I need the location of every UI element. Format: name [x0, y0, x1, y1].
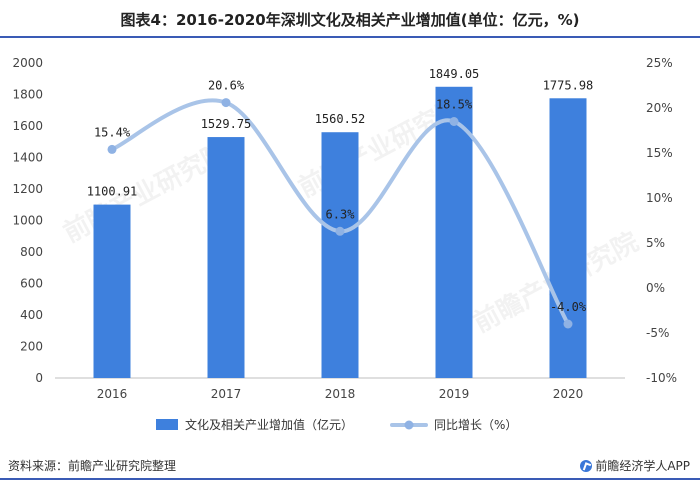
y-left-tick-label: 1800 — [12, 88, 43, 102]
x-tick-label: 2019 — [439, 387, 470, 401]
legend-swatch-marker — [404, 420, 414, 430]
line-data-label: 6.3% — [326, 207, 356, 221]
bar — [321, 132, 359, 378]
growth-point — [563, 319, 573, 329]
y-left-tick-label: 400 — [20, 308, 43, 322]
growth-point — [449, 117, 459, 126]
bar — [207, 137, 245, 378]
x-tick-label: 2016 — [97, 387, 128, 401]
bar — [435, 86, 473, 378]
y-left-tick-label: 1600 — [12, 119, 43, 133]
x-tick-label: 2017 — [211, 387, 242, 401]
brand-name: 前瞻经济学人APP — [595, 459, 690, 473]
bar-data-label: 1560.52 — [315, 112, 366, 126]
legend-swatch-bar — [156, 419, 178, 430]
y-left-tick-label: 600 — [20, 277, 43, 291]
legend-label-bar: 文化及相关产业增加值（亿元） — [185, 417, 353, 432]
bar-data-label: 1775.98 — [543, 78, 594, 92]
x-tick-label: 2020 — [553, 387, 584, 401]
y-right-tick-label: 5% — [646, 236, 665, 250]
line-data-label: 15.4% — [94, 125, 131, 139]
brand-logo-icon — [580, 459, 593, 472]
y-left-tick-label: 1200 — [12, 182, 43, 196]
footer-divider — [0, 478, 700, 480]
line-data-label: -4.0% — [550, 300, 587, 314]
source-note: 资料来源：前瞻产业研究院整理 — [8, 459, 177, 473]
y-right-tick-label: -5% — [646, 326, 669, 340]
growth-point — [107, 144, 117, 154]
y-right-tick-label: -10% — [646, 371, 677, 385]
title-divider — [0, 36, 700, 38]
y-left-tick-label: 0 — [35, 371, 43, 385]
legend-label-line: 同比增长（%） — [434, 418, 517, 432]
x-tick-label: 2018 — [325, 387, 356, 401]
bar-data-label: 1849.05 — [429, 67, 480, 81]
y-right-tick-label: 20% — [646, 101, 673, 115]
watermark-0: 前瞻产业研究院 — [58, 136, 233, 249]
bar — [549, 98, 587, 379]
chart-title: 图表4：2016-2020年深圳文化及相关产业增加值(单位：亿元，%) — [120, 11, 580, 29]
y-right-tick-label: 0% — [646, 281, 665, 295]
y-left-tick-label: 800 — [20, 245, 43, 259]
y-left-tick-label: 200 — [20, 340, 43, 354]
y-left-tick-label: 1400 — [12, 151, 43, 165]
brand-logo: 前瞻经济学人APP — [580, 457, 690, 474]
y-left-tick-label: 2000 — [12, 56, 43, 70]
growth-point — [221, 98, 231, 108]
combo-chart: 前瞻产业研究院前瞻产业研究院前瞻产业研究院0200400600800100012… — [12, 56, 677, 432]
bar-data-label: 1100.91 — [87, 185, 138, 199]
y-right-tick-label: 10% — [646, 191, 673, 205]
y-left-tick-label: 1000 — [12, 214, 43, 228]
bar-data-label: 1529.75 — [201, 117, 252, 131]
y-right-tick-label: 25% — [646, 56, 673, 70]
growth-line — [110, 98, 570, 326]
line-data-label: 18.5% — [436, 98, 473, 112]
line-data-label: 20.6% — [208, 79, 245, 93]
y-right-tick-label: 15% — [646, 146, 673, 160]
growth-point — [335, 226, 345, 236]
bar — [93, 204, 131, 378]
